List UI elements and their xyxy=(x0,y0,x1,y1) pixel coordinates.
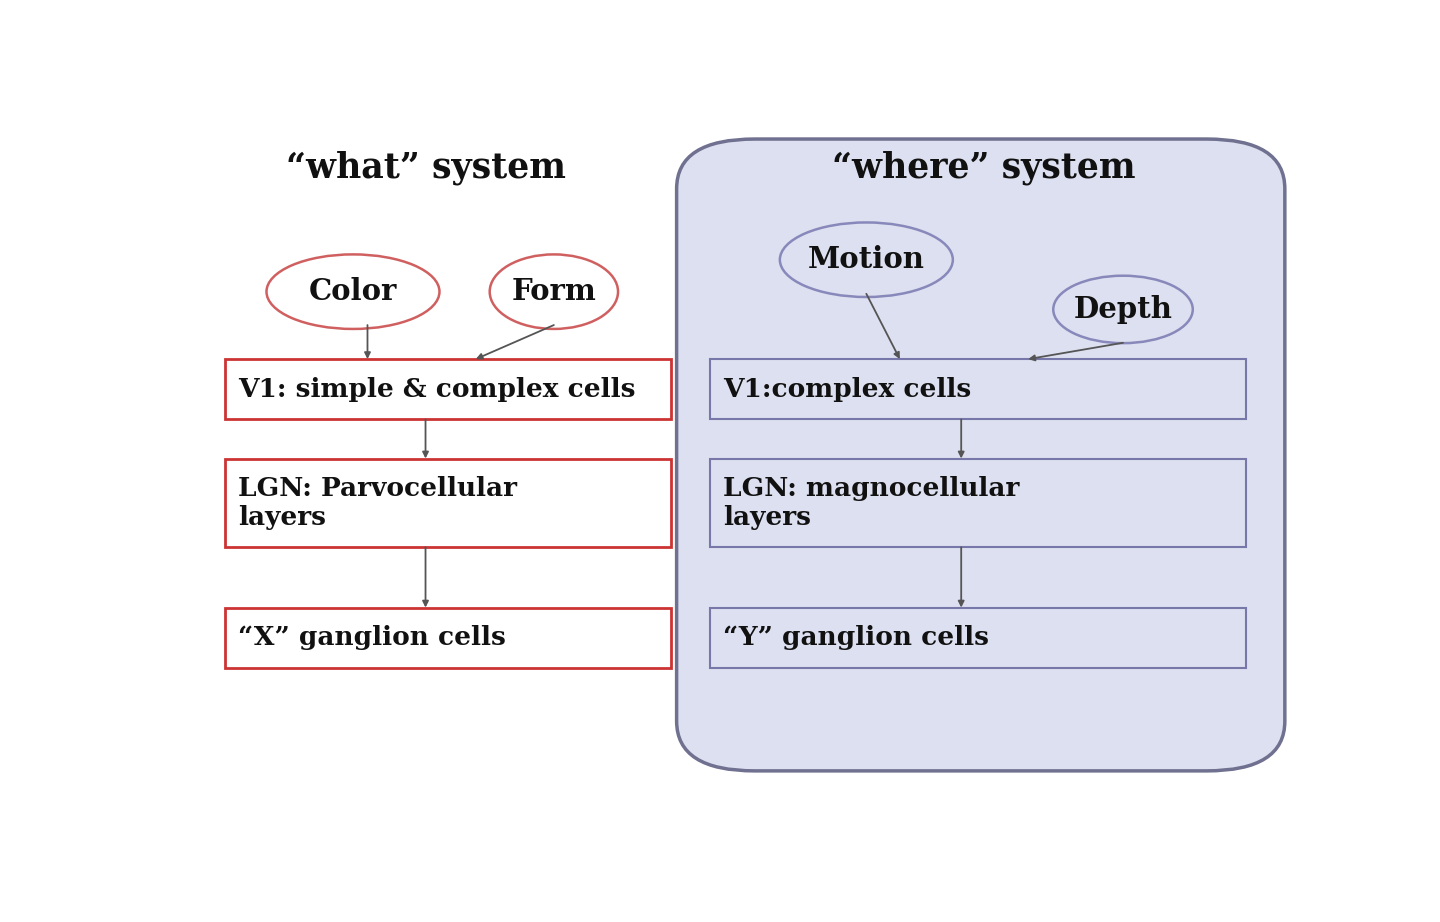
Text: Motion: Motion xyxy=(808,245,924,274)
Text: LGN: Parvocellular
layers: LGN: Parvocellular layers xyxy=(238,476,517,530)
Text: “X” ganglion cells: “X” ganglion cells xyxy=(238,625,505,650)
FancyBboxPatch shape xyxy=(710,608,1246,668)
FancyBboxPatch shape xyxy=(710,359,1246,420)
Text: V1: simple & complex cells: V1: simple & complex cells xyxy=(238,377,635,402)
Ellipse shape xyxy=(1053,276,1192,343)
Text: V1:complex cells: V1:complex cells xyxy=(723,377,972,402)
Text: “Y” ganglion cells: “Y” ganglion cells xyxy=(723,625,989,650)
Text: LGN: magnocellular
layers: LGN: magnocellular layers xyxy=(723,476,1020,530)
Text: Color: Color xyxy=(308,278,397,306)
Text: Form: Form xyxy=(511,278,596,306)
Text: “where” system: “where” system xyxy=(832,150,1135,184)
Ellipse shape xyxy=(490,254,618,329)
Text: “what” system: “what” system xyxy=(285,150,566,184)
FancyBboxPatch shape xyxy=(710,458,1246,548)
FancyBboxPatch shape xyxy=(225,359,671,420)
Ellipse shape xyxy=(780,222,953,297)
Ellipse shape xyxy=(266,254,439,329)
FancyBboxPatch shape xyxy=(225,458,671,548)
FancyBboxPatch shape xyxy=(677,139,1284,771)
FancyBboxPatch shape xyxy=(225,608,671,668)
Text: Depth: Depth xyxy=(1074,295,1172,324)
